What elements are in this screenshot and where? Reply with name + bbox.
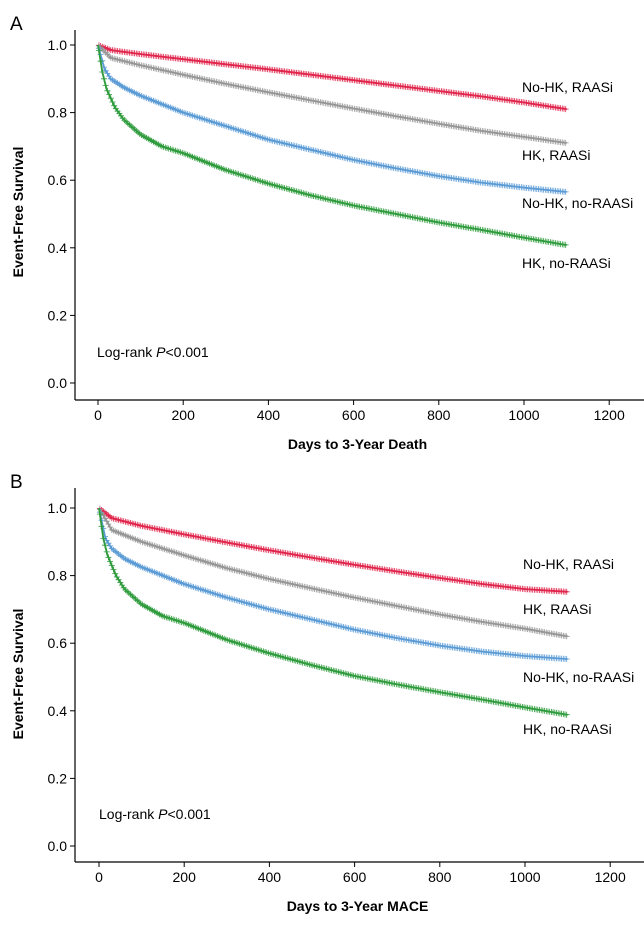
series-label: No-HK, no-RAASi [522,195,633,211]
panel-a: A 0.0 0.2 0.4 0.6 0.8 1.0 0 200 400 600 800 1000 1200… [10,14,644,452]
series-3: No-HK, no-RAASi [96,507,634,685]
series-4: HK, no-RAASi [95,44,611,271]
y-tick-label: 0.8 [48,568,68,584]
series-label: HK, RAASi [523,601,591,617]
x-tick-label: 800 [427,407,451,423]
log-rank-annotation: Log-rank P<0.001 [97,344,209,360]
y-tick-label: 0.8 [48,105,68,121]
annotation-suffix: <0.001 [168,806,211,822]
y-tick-label: 0.6 [48,172,68,188]
series-label: No-HK, RAASi [522,79,613,95]
x-tick-label: 400 [258,869,282,885]
panel-letter: B [10,472,23,493]
x-axis-title: Days to 3-Year MACE [287,898,429,914]
log-rank-annotation: Log-rank P<0.001 [99,806,211,822]
annotation-prefix: Log-rank [97,344,156,360]
y-tick-label: 0.2 [48,307,68,323]
series-line [97,44,567,193]
censor-marks [95,45,569,195]
x-tick-label: 0 [95,869,103,885]
y-tick-label: 0.2 [48,770,68,786]
x-tick-label: 200 [172,407,196,423]
y-axis-title: Event-Free Survival [10,147,26,278]
series-line [98,507,568,716]
x-tick-label: 400 [257,407,281,423]
series-label: HK, RAASi [522,147,590,163]
x-axis-title: Days to 3-Year Death [288,436,427,452]
series-3: No-HK, no-RAASi [95,44,633,211]
x-tick-label: 200 [173,869,197,885]
x-tick-label: 1200 [594,407,625,423]
censor-marks [95,47,569,248]
panel-letter: A [10,14,23,35]
y-tick-label: 0.0 [48,375,68,391]
panel-b: B 0.0 0.2 0.4 0.6 0.8 1.0 0 200 400 600 800 1000 1200… [10,472,644,914]
y-tick-label: 0.0 [48,838,68,854]
series-label: HK, no-RAASi [522,255,611,271]
y-tick-label: 1.0 [48,500,68,516]
annotation-p: P [158,806,168,822]
y-axis-title: Event-Free Survival [10,609,26,740]
x-tick-label: 0 [94,407,102,423]
x-tick-label: 1200 [595,869,626,885]
y-tick-label: 0.4 [48,240,68,256]
series-line [97,44,567,144]
series-label: HK, no-RAASi [523,721,612,737]
x-tick-label: 800 [428,869,452,885]
x-tick-label: 600 [343,869,367,885]
y-tick-label: 0.4 [48,703,68,719]
x-tick-label: 600 [342,407,366,423]
series-2: HK, RAASi [96,506,591,640]
series-label: No-HK, no-RAASi [523,669,634,685]
annotation-p: P [156,344,166,360]
annotation-prefix: Log-rank [99,806,158,822]
censor-marks [96,511,570,718]
y-tick-label: 1.0 [48,37,68,53]
y-tick-label: 0.6 [48,635,68,651]
x-tick-label: 1000 [509,869,540,885]
x-tick-label: 1000 [508,407,539,423]
annotation-suffix: <0.001 [166,344,209,360]
series-1: No-HK, RAASi [95,42,613,113]
series-4: HK, no-RAASi [96,507,612,737]
series-label: No-HK, RAASi [523,556,614,572]
